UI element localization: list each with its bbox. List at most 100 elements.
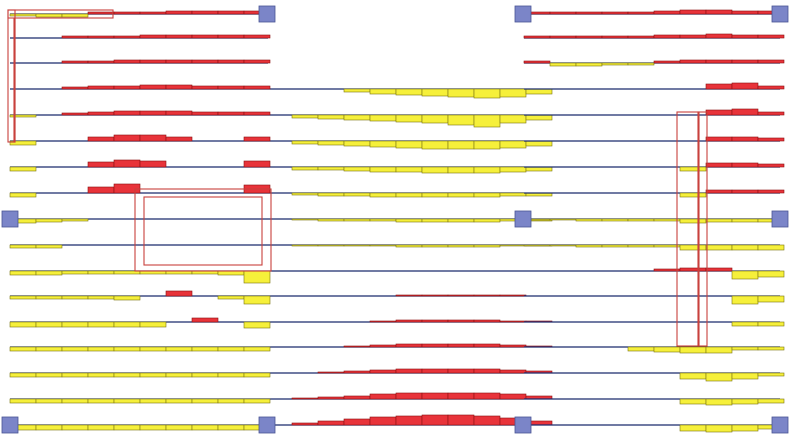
negative-moment-bar	[679, 346, 707, 354]
negative-moment-bar	[9, 398, 37, 404]
negative-moment-bar	[291, 114, 319, 119]
negative-moment-bar	[61, 424, 89, 431]
negative-moment-bar	[499, 114, 527, 124]
negative-moment-bar	[369, 140, 397, 148]
negative-moment-bar	[317, 114, 345, 120]
positive-moment-bar	[243, 111, 271, 116]
negative-moment-bar	[473, 218, 501, 223]
positive-moment-bar	[523, 35, 551, 39]
positive-moment-bar	[61, 86, 89, 90]
positive-moment-bar	[473, 368, 501, 374]
positive-moment-bar	[447, 414, 475, 426]
negative-moment-bar	[523, 244, 551, 247]
positive-moment-bar	[165, 110, 193, 116]
selection-outline-icon	[697, 111, 700, 347]
positive-moment-bar	[317, 396, 345, 400]
positive-moment-bar	[395, 319, 423, 323]
positive-moment-bar	[731, 10, 759, 15]
positive-moment-bar	[191, 10, 219, 15]
positive-moment-bar	[757, 85, 785, 90]
support-node-icon	[771, 210, 789, 228]
positive-moment-bar	[705, 136, 733, 142]
selection-outline-icon	[13, 17, 16, 143]
negative-moment-bar	[575, 62, 603, 67]
positive-moment-bar	[113, 85, 141, 90]
negative-moment-bar	[627, 244, 655, 248]
positive-moment-bar	[191, 34, 219, 39]
positive-moment-bar	[679, 9, 707, 15]
negative-moment-bar	[757, 398, 785, 404]
negative-moment-bar	[447, 192, 475, 198]
positive-moment-bar	[601, 11, 629, 15]
positive-moment-bar	[369, 320, 397, 323]
negative-moment-bar	[35, 13, 63, 18]
positive-moment-bar	[291, 397, 319, 400]
negative-moment-bar	[421, 192, 449, 198]
negative-moment-bar	[343, 88, 371, 93]
positive-moment-bar	[421, 414, 449, 426]
negative-moment-bar	[61, 398, 89, 404]
positive-moment-bar	[165, 136, 193, 142]
negative-moment-bar	[35, 270, 63, 276]
negative-moment-bar	[447, 166, 475, 174]
negative-moment-bar	[317, 244, 345, 247]
positive-moment-bar	[139, 59, 167, 64]
negative-moment-bar	[627, 62, 655, 66]
negative-moment-bar	[473, 140, 501, 150]
negative-moment-bar	[87, 295, 115, 300]
positive-moment-bar	[369, 369, 397, 374]
negative-moment-bar	[217, 424, 245, 431]
positive-moment-bar	[139, 110, 167, 116]
negative-moment-bar	[139, 424, 167, 431]
negative-moment-bar	[395, 140, 423, 149]
support-node-icon	[258, 5, 276, 23]
negative-moment-bar	[113, 321, 141, 328]
negative-moment-bar	[113, 346, 141, 352]
negative-moment-bar	[113, 295, 141, 301]
negative-moment-bar	[473, 88, 501, 99]
positive-moment-bar	[757, 163, 785, 168]
positive-moment-bar	[575, 35, 603, 39]
positive-moment-bar	[499, 344, 527, 348]
negative-moment-bar	[317, 218, 345, 222]
positive-moment-bar	[139, 11, 167, 15]
negative-moment-bar	[395, 88, 423, 96]
negative-moment-bar	[343, 192, 371, 197]
positive-moment-bar	[113, 134, 141, 142]
negative-moment-bar	[139, 346, 167, 352]
positive-moment-bar	[113, 11, 141, 15]
positive-moment-bar	[87, 161, 115, 168]
positive-moment-bar	[757, 59, 785, 64]
support-node-icon	[258, 416, 276, 434]
negative-moment-bar	[87, 346, 115, 352]
positive-moment-bar	[191, 317, 219, 323]
negative-moment-bar	[473, 192, 501, 198]
negative-moment-bar	[9, 13, 37, 17]
negative-moment-bar	[35, 295, 63, 300]
negative-moment-bar	[705, 372, 733, 382]
negative-moment-bar	[447, 244, 475, 248]
positive-moment-bar	[627, 11, 655, 15]
negative-moment-bar	[601, 62, 629, 66]
positive-moment-bar	[217, 111, 245, 116]
positive-moment-bar	[421, 392, 449, 400]
negative-moment-bar	[499, 192, 527, 197]
negative-moment-bar	[291, 140, 319, 145]
negative-moment-bar	[87, 398, 115, 404]
positive-moment-bar	[499, 393, 527, 400]
negative-moment-bar	[447, 218, 475, 223]
negative-moment-bar	[191, 372, 219, 378]
negative-moment-bar	[679, 372, 707, 380]
positive-moment-bar	[317, 420, 345, 426]
negative-moment-bar	[243, 372, 271, 378]
positive-moment-bar	[447, 392, 475, 400]
negative-moment-bar	[395, 166, 423, 173]
positive-moment-bar	[217, 10, 245, 15]
negative-moment-bar	[191, 424, 219, 431]
negative-moment-bar	[447, 88, 475, 98]
positive-moment-bar	[87, 85, 115, 90]
positive-moment-bar	[421, 294, 449, 297]
positive-moment-bar	[395, 294, 423, 297]
